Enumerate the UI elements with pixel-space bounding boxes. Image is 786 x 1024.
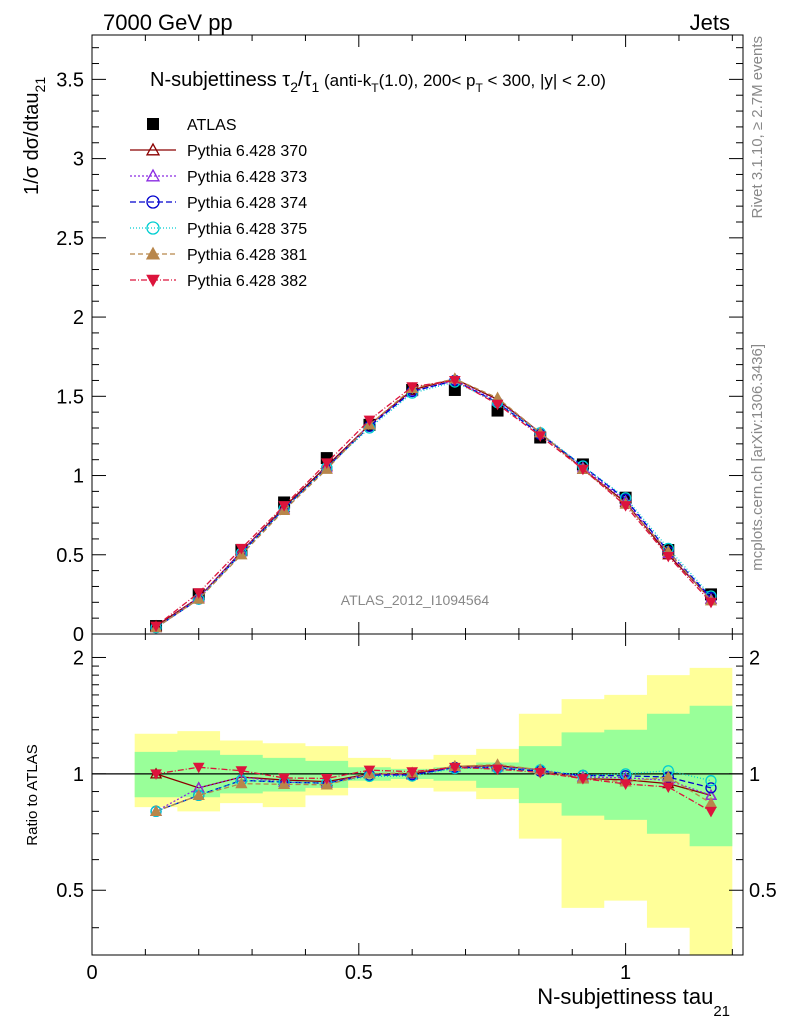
ratio-series-point xyxy=(235,777,248,789)
ratio-series-point xyxy=(491,764,504,776)
ratio-series-point xyxy=(278,773,290,784)
series-point xyxy=(278,501,290,512)
ratio-y-tick-label: 1 xyxy=(73,764,84,786)
source-label: mcplots.cern.ch [arXiv:1306.3436] xyxy=(749,344,766,571)
series-point xyxy=(577,464,589,476)
legend-marker xyxy=(145,168,161,182)
energy-label: 7000 GeV pp xyxy=(103,10,233,35)
main-series xyxy=(149,372,718,634)
ratio-series-point xyxy=(534,768,547,779)
main-axes: 0 0.5 1 1.5 2 2.5 3 3.5 xyxy=(56,34,744,646)
legend-label: Pythia 6.428 382 xyxy=(187,273,307,290)
series-point xyxy=(705,597,717,609)
ratio-series-point xyxy=(705,775,717,787)
series-point xyxy=(235,543,248,555)
legend-marker xyxy=(145,246,161,260)
process-label: Jets xyxy=(690,10,730,35)
x-axis-label: N-subjettiness tau21 xyxy=(537,984,730,1020)
ratio-series-line xyxy=(155,766,712,812)
series-point xyxy=(320,458,333,469)
y-tick-label: 2.5 xyxy=(56,228,84,250)
series-point xyxy=(150,621,162,633)
legend-marker-atlas xyxy=(147,118,159,130)
ratio-y-tick-label: 2 xyxy=(73,647,84,669)
legend-label: Pythia 6.428 370 xyxy=(187,143,307,160)
y-axis-label: 1/σ dσ/dtau21 xyxy=(21,77,48,195)
ratio-series-point xyxy=(705,806,717,818)
y-tick-label: 1.5 xyxy=(56,386,84,408)
series-line xyxy=(155,378,712,629)
series-point xyxy=(534,431,547,442)
legend-label: Pythia 6.428 374 xyxy=(187,195,307,212)
ratio-uncertainty-bands xyxy=(134,667,733,955)
series-point xyxy=(491,399,504,411)
y-tick-label: 0.5 xyxy=(56,545,84,567)
ratio-band-inner xyxy=(134,705,733,847)
ratio-series-point xyxy=(235,766,248,777)
ratio-series-point xyxy=(149,804,163,816)
ratio-series-point xyxy=(705,782,717,794)
ratio-axes: 0 0.5 1 0.5 0.5 1 1 2 2 xyxy=(56,633,777,984)
series-point xyxy=(363,415,376,427)
legend-label: Pythia 6.428 381 xyxy=(187,247,307,264)
x-tick-label: 0 xyxy=(86,962,97,984)
ratio-series-line xyxy=(155,766,712,812)
ratio-y-tick-label-right: 1 xyxy=(749,764,760,786)
series-point xyxy=(192,588,205,599)
ratio-series-point xyxy=(192,788,205,800)
series-point xyxy=(449,375,461,387)
legend-label: Pythia 6.428 373 xyxy=(187,169,307,186)
legend-marker xyxy=(146,274,160,288)
ratio-series xyxy=(149,758,718,818)
series-point xyxy=(406,382,419,393)
legend-marker xyxy=(146,221,160,235)
series-line xyxy=(155,379,712,629)
ratio-y-tick-label-right: 0.5 xyxy=(749,880,777,902)
ratio-series-point xyxy=(363,765,376,777)
data-point-atlas xyxy=(491,404,504,417)
x-tick-label: 1 xyxy=(620,962,631,984)
ratio-series-point xyxy=(619,779,632,790)
analysis-id-label: ATLAS_2012_I1094564 xyxy=(341,592,490,608)
ratio-series-line xyxy=(155,766,712,812)
ratio-series-point xyxy=(150,769,162,780)
ratio-series-point xyxy=(577,774,589,785)
ratio-series-point xyxy=(662,782,675,794)
ratio-y-tick-label-right: 2 xyxy=(749,647,760,669)
ratio-series-point xyxy=(192,762,205,774)
ratio-series-point xyxy=(449,762,461,774)
y-tick-label: 2 xyxy=(73,307,84,329)
ratio-series-point xyxy=(406,767,419,778)
data-point-atlas xyxy=(448,383,461,396)
ratio-y-axis-label: Ratio to ATLAS xyxy=(24,744,41,845)
series-point xyxy=(662,551,675,563)
chart-title: N-subjettiness τ2/τ1 (anti-kT(1.0), 200<… xyxy=(150,69,606,95)
y-tick-label: 3.5 xyxy=(56,69,84,91)
legend-marker xyxy=(146,195,160,209)
y-tick-label: 1 xyxy=(73,466,84,488)
legend: ATLAS Pythia 6.428 370 Pythia 6.428 373 Pyt… xyxy=(130,117,307,290)
legend-label: Pythia 6.428 375 xyxy=(187,221,307,238)
y-tick-label: 0 xyxy=(73,624,84,646)
series-line xyxy=(155,379,712,629)
rivet-version-label: Rivet 3.1.10, ≥ 2.7M events xyxy=(749,36,766,219)
x-tick-label: 0.5 xyxy=(345,962,373,984)
ratio-series-point xyxy=(320,773,333,785)
legend-marker xyxy=(145,142,161,156)
legend-label-atlas: ATLAS xyxy=(187,117,237,134)
ratio-series-point xyxy=(662,770,675,782)
ratio-frame xyxy=(91,633,744,956)
ratio-y-tick-label: 0.5 xyxy=(56,880,84,902)
series-point xyxy=(619,501,632,512)
y-tick-label: 3 xyxy=(73,149,84,171)
series-line xyxy=(155,379,712,627)
